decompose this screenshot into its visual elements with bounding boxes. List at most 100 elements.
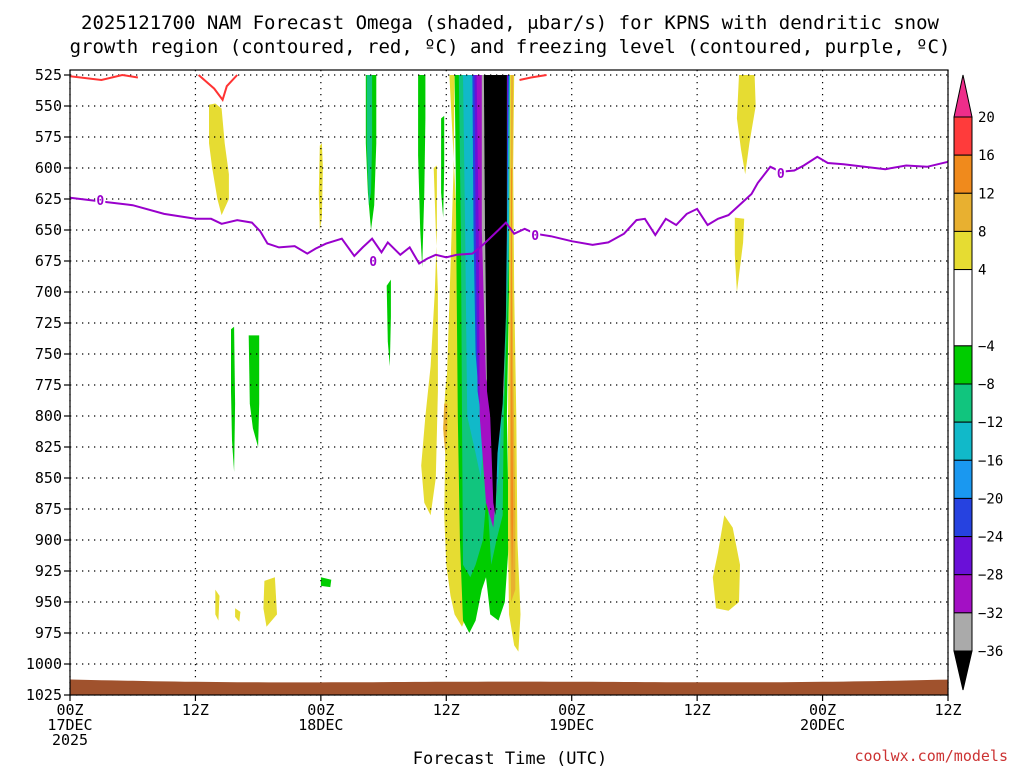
omega-region-20 bbox=[734, 217, 745, 292]
y-tick-label-950: 950 bbox=[35, 593, 62, 611]
colorbar-label-9: −20 bbox=[978, 491, 1003, 507]
dgz-contour-layer bbox=[70, 73, 547, 102]
omega-region-5 bbox=[441, 115, 445, 218]
colorbar-top-cap bbox=[953, 74, 973, 118]
colorbar-label-8: −16 bbox=[978, 453, 1003, 469]
colorbar-band-10 bbox=[953, 536, 973, 576]
omega-region-29 bbox=[235, 608, 241, 622]
x-tick-label-60-1: 12Z bbox=[684, 701, 711, 719]
x-tick-label-48-1: 00Z bbox=[558, 701, 585, 719]
freezing-label-bg-1 bbox=[368, 254, 379, 267]
y-axis: 525 550 575 600 625 650 675 700 725 750 775 800 825 8… bbox=[26, 66, 70, 704]
y-tick-label-900: 900 bbox=[35, 531, 62, 549]
omega-region-19 bbox=[736, 75, 756, 175]
colorbar-label-1: 16 bbox=[978, 148, 995, 164]
omega-shading-layer bbox=[209, 75, 756, 652]
x-axis-title: Forecast Time (UTC) bbox=[413, 749, 607, 768]
colorbar-band-1 bbox=[953, 154, 973, 194]
plot-area: 0 0 0 0 bbox=[69, 69, 949, 696]
colorbar-label-4: 4 bbox=[978, 263, 986, 279]
x-tick-label-12-1: 12Z bbox=[182, 701, 209, 719]
freezing-level-layer: 0 0 0 0 bbox=[69, 155, 949, 270]
y-tick-label-825: 825 bbox=[35, 438, 62, 456]
freezing-label-bg-2 bbox=[530, 227, 541, 241]
colorbar-label-13: −36 bbox=[978, 644, 1003, 660]
omega-region-1 bbox=[318, 143, 323, 230]
colorbar: 20 16 12 8 4 −4 −8 −12 −16 −20 −24 −28 −32 −36 bbox=[953, 74, 1003, 691]
x-tick-label-0-3: 2025 bbox=[52, 731, 88, 749]
colorbar-band-2 bbox=[953, 192, 973, 232]
colorbar-bottom-cap bbox=[953, 650, 973, 691]
x-tick-label-24-2: 18DEC bbox=[298, 716, 343, 734]
freezing-level-label-0: 0 bbox=[96, 194, 104, 209]
freezing-level-line bbox=[69, 155, 949, 265]
omega-region-21 bbox=[712, 515, 740, 611]
omega-region-6 bbox=[421, 165, 438, 516]
y-tick-label-800: 800 bbox=[35, 407, 62, 425]
colorbar-label-11: −28 bbox=[978, 568, 1003, 584]
grid-layer bbox=[69, 70, 949, 696]
colorbar-label-7: −12 bbox=[978, 415, 1003, 431]
freezing-level-label-3: 0 bbox=[777, 167, 785, 182]
dgz-contour-line-2 bbox=[519, 74, 547, 81]
omega-region-27 bbox=[263, 577, 277, 627]
plot-frame bbox=[69, 69, 949, 696]
credit-text: coolwx.com/models bbox=[854, 747, 1008, 765]
colorbar-band-9 bbox=[953, 497, 973, 538]
omega-region-30 bbox=[320, 577, 332, 588]
colorbar-band-12 bbox=[953, 612, 973, 652]
x-tick-label-48-2: 19DEC bbox=[549, 716, 594, 734]
colorbar-band-7 bbox=[953, 421, 973, 461]
colorbar-label-0: 20 bbox=[978, 110, 995, 126]
colorbar-label-5: −4 bbox=[978, 339, 995, 355]
dgz-contour-line-1 bbox=[197, 74, 238, 102]
y-tick-label-675: 675 bbox=[35, 252, 62, 270]
colorbar-band-3 bbox=[953, 230, 973, 271]
y-tick-label-575: 575 bbox=[35, 128, 62, 146]
dgz-contour-line-0 bbox=[70, 73, 139, 82]
omega-region-26 bbox=[248, 335, 260, 447]
x-tick-label-24-1: 00Z bbox=[307, 701, 334, 719]
y-tick-label-875: 875 bbox=[35, 500, 62, 518]
x-tick-label-0-2: 17DEC bbox=[47, 716, 92, 734]
colorbar-band-0 bbox=[953, 116, 973, 156]
chart-title-line-2: growth region (contoured, red, ºC) and f… bbox=[70, 36, 951, 58]
y-tick-label-725: 725 bbox=[35, 314, 62, 332]
y-tick-label-925: 925 bbox=[35, 562, 62, 580]
y-tick-label-650: 650 bbox=[35, 221, 62, 239]
freezing-level-label-2: 0 bbox=[531, 229, 539, 244]
omega-region-25 bbox=[231, 326, 236, 472]
omega-region-28 bbox=[215, 589, 220, 621]
colorbar-band-5 bbox=[953, 345, 973, 385]
y-tick-label-975: 975 bbox=[35, 624, 62, 642]
colorbar-band-6 bbox=[953, 383, 973, 423]
colorbar-band-8 bbox=[953, 459, 973, 499]
colorbar-label-3: 8 bbox=[978, 224, 986, 240]
x-tick-label-84-1: 12Z bbox=[934, 701, 961, 719]
x-tick-label-36-1: 12Z bbox=[433, 701, 460, 719]
colorbar-label-10: −24 bbox=[978, 530, 1003, 546]
omega-region-0 bbox=[209, 103, 229, 216]
y-tick-label-1025: 1025 bbox=[26, 686, 62, 704]
y-tick-label-550: 550 bbox=[35, 97, 62, 115]
omega-region-18 bbox=[511, 168, 514, 578]
colorbar-band-11 bbox=[953, 574, 973, 614]
y-tick-label-625: 625 bbox=[35, 190, 62, 208]
y-tick-label-525: 525 bbox=[35, 66, 62, 84]
y-tick-label-1000: 1000 bbox=[26, 655, 62, 673]
ground-layer bbox=[70, 679, 948, 695]
y-tick-label-750: 750 bbox=[35, 345, 62, 363]
freezing-label-bg-3 bbox=[775, 165, 786, 179]
y-tick-label-600: 600 bbox=[35, 159, 62, 177]
colorbar-label-2: 12 bbox=[978, 186, 995, 202]
omega-region-23 bbox=[443, 403, 448, 454]
colorbar-label-12: −32 bbox=[978, 606, 1003, 622]
chart-title-line-1: 2025121700 NAM Forecast Omega (shaded, μ… bbox=[81, 12, 939, 34]
omega-region-3 bbox=[366, 75, 373, 206]
omega-region-4 bbox=[418, 75, 426, 268]
x-tick-label-72-1: 00Z bbox=[809, 701, 836, 719]
x-tick-label-72-2: 20DEC bbox=[800, 716, 845, 734]
freezing-level-label-1: 0 bbox=[369, 255, 377, 270]
